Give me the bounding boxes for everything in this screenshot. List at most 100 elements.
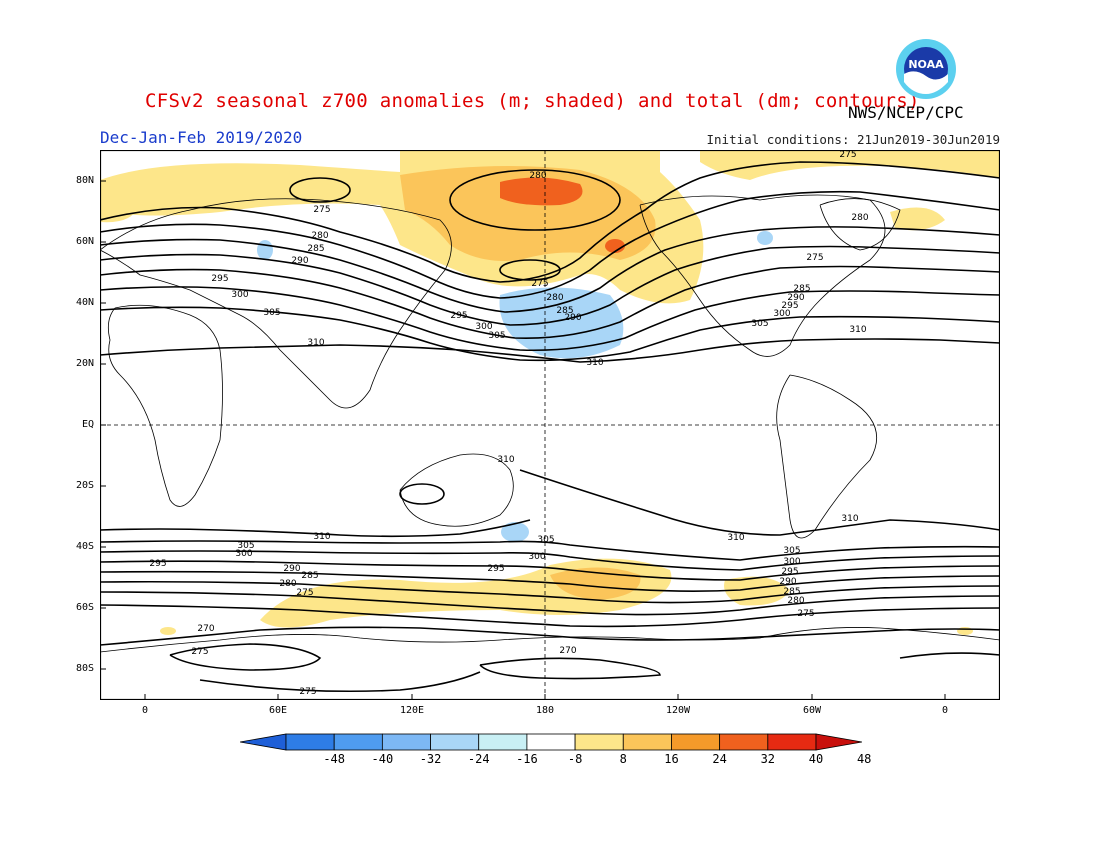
anomaly-positive-arctic-east — [700, 150, 1000, 180]
contour-s275 — [100, 604, 1000, 628]
initial-conditions-label: Initial conditions: 21Jun2019-30Jun2019 — [706, 132, 1001, 147]
contour-label-s310a: 310 — [497, 455, 514, 465]
contour-label-n305c: 305 — [751, 319, 768, 329]
contour-label-n280a: 280 — [311, 231, 328, 241]
lat-label-60n: 60N — [75, 236, 94, 247]
height-contours — [100, 161, 1000, 693]
contour-s290 — [100, 570, 1000, 592]
anomaly-shading — [100, 150, 1000, 635]
contour-label-s280a: 280 — [279, 579, 296, 589]
contour-label-s310c: 310 — [727, 533, 744, 543]
anomaly-positive-atlantic — [100, 200, 138, 223]
contour-label-n275b: 275 — [531, 279, 548, 289]
colorbar-arrow-right — [815, 733, 862, 751]
contour-s270-closed — [479, 657, 661, 680]
colorbar-box — [526, 733, 576, 751]
contour-label-s275b: 275 — [797, 609, 814, 619]
contour-n280-siberia — [449, 169, 621, 231]
contour-label-n290c: 290 — [787, 293, 804, 303]
contour-label-n280c: 280 — [546, 293, 563, 303]
lat-label-80n: 80N — [75, 175, 94, 186]
contour-s275-closed — [169, 643, 322, 671]
contour-label-n280b: 280 — [529, 171, 546, 181]
contour-label-n300c: 300 — [773, 309, 790, 319]
contour-label-s275c: 275 — [191, 647, 208, 657]
colorbar-arrow-left — [240, 733, 287, 751]
contour-label-n280d: 280 — [851, 213, 868, 223]
contour-label-s270a: 270 — [197, 624, 214, 634]
colorbar-tick-label: -8 — [567, 752, 583, 766]
contour-s280 — [100, 591, 1000, 616]
contour-s300 — [100, 550, 1000, 571]
contour-label-n310c: 310 — [849, 325, 866, 335]
contour-label-n290a: 290 — [291, 256, 308, 266]
colorbar-tick-label: -24 — [467, 752, 490, 766]
contour-label-s280b: 280 — [787, 596, 804, 606]
anomaly-negative-hudson — [757, 231, 773, 245]
contour-s285 — [100, 580, 1000, 604]
contour-label-s285b: 285 — [783, 587, 800, 597]
contour-label-s310d: 310 — [841, 514, 858, 524]
colorbar-tick-label: -16 — [516, 752, 538, 766]
contour-label-s300b: 300 — [528, 552, 545, 562]
contour-n275-closed — [499, 259, 561, 281]
contour-label-n275c: 275 — [806, 253, 823, 263]
contour-label-n300b: 300 — [475, 322, 492, 332]
contour-label-s300a: 300 — [235, 549, 252, 559]
chart-title: CFSv2 seasonal z700 anomalies (m; shaded… — [145, 90, 920, 112]
contour-labels: 275 275 275 275 280 280 280 280 285 285 … — [149, 150, 868, 697]
anomaly-positive-greenland — [890, 207, 945, 231]
contour-label-s270b: 270 — [559, 646, 576, 656]
colorbar-tick-label: 48 — [856, 752, 872, 766]
contour-label-n310a: 310 — [307, 338, 324, 348]
colorbar-box — [430, 733, 480, 751]
contour-label-n275-top: 275 — [839, 150, 856, 160]
colorbar-box — [381, 733, 431, 751]
lat-label-80s: 80S — [75, 663, 94, 674]
colorbar-box — [285, 733, 335, 751]
colorbar-tick-label: 32 — [760, 752, 776, 766]
coast-australia — [399, 453, 514, 527]
contour-n310 — [100, 338, 1000, 363]
contour-label-n305b: 305 — [488, 331, 505, 341]
lon-label-60e: 60E — [268, 705, 288, 716]
colorbar-labels: -48 -40 -32 -24 -16 -8 8 16 24 32 40 48 — [240, 752, 871, 768]
lat-label-20n: 20N — [75, 358, 94, 369]
contour-label-n285a: 285 — [307, 244, 324, 254]
contour-n300 — [100, 286, 1000, 352]
agency-label: NWS/NCEP/CPC — [848, 103, 964, 122]
contour-n290 — [100, 245, 1000, 326]
noaa-logo-text: NOAA — [908, 58, 944, 71]
contour-label-s295c: 295 — [781, 567, 798, 577]
lon-label-180: 180 — [535, 705, 555, 716]
contour-label-s305b: 305 — [537, 535, 554, 545]
anomaly-negative-nz — [501, 522, 529, 542]
colorbar-tick-label: -48 — [323, 752, 346, 766]
contour-label-n285c: 285 — [793, 284, 810, 294]
noaa-logo: NOAA — [896, 39, 956, 99]
contour-label-s305c: 305 — [783, 546, 800, 556]
lat-label-40n: 40N — [75, 297, 94, 308]
contour-label-s295a: 295 — [149, 559, 166, 569]
lat-label-eq: EQ — [81, 419, 94, 430]
anomaly-positive-siberia — [400, 166, 656, 261]
anomaly-strong-siberia — [500, 177, 583, 206]
colorbar-box — [622, 733, 672, 751]
anomaly-positive-small-east — [957, 627, 973, 635]
contour-label-s290b: 290 — [779, 577, 796, 587]
lon-label-120e: 120E — [399, 705, 425, 716]
anomaly-positive-small-west — [160, 627, 176, 635]
lat-label-20s: 20S — [75, 480, 94, 491]
anomaly-negative-europe — [257, 240, 273, 260]
contour-label-n295b: 295 — [450, 311, 467, 321]
colorbar-tick-label: 8 — [619, 752, 627, 766]
colorbar-box — [574, 733, 624, 751]
colorbar-box — [719, 733, 769, 751]
contour-label-n305a: 305 — [263, 308, 280, 318]
contour-label-s285a: 285 — [301, 571, 318, 581]
contour-s275-east — [899, 652, 1000, 659]
lat-label-40s: 40S — [75, 541, 94, 552]
colorbar — [240, 733, 862, 751]
colorbar-tick-label: 24 — [712, 752, 727, 766]
contour-label-n285b: 285 — [556, 306, 573, 316]
